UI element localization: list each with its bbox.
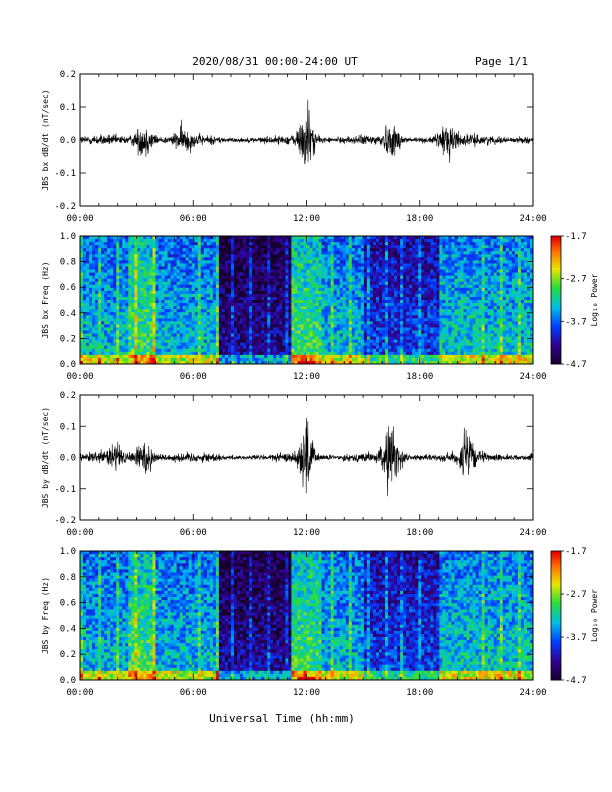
x-tick-label: 12:00 <box>293 528 320 538</box>
x-axis-label: Universal Time (hh:mm) <box>209 712 355 725</box>
x-tick-label: 06:00 <box>180 214 207 224</box>
colorbar-tick-label: -3.7 <box>565 633 587 643</box>
y-tick-label: 0.8 <box>60 258 76 268</box>
y-axis-label: JBS bx Freq (Hz) <box>41 261 50 338</box>
colorbar-tick-label: -3.7 <box>565 317 587 327</box>
colorbar-tick-label: -4.7 <box>565 676 587 686</box>
x-tick-label: 00:00 <box>66 372 93 382</box>
panels: 00:00 06:00 12:00 18:00 24:00 0.2 0.1 0.0 -0.1 -0… <box>41 70 599 698</box>
x-tick-label: 18:00 <box>406 372 433 382</box>
x-tick-label: 00:00 <box>66 528 93 538</box>
y-axis-label: JBS bx dB/dt (nT/sec) <box>41 89 50 190</box>
colorbar-tick-label: -1.7 <box>565 232 587 242</box>
x-tick-label: 00:00 <box>66 688 93 698</box>
colorbar: -1.7 -2.7 -3.7 -4.7 Log₁₀ Power <box>550 547 599 686</box>
colorbar-label: Log₁₀ Power <box>590 589 599 642</box>
x-tick-label: 12:00 <box>293 688 320 698</box>
y-tick-label: 0.8 <box>60 573 76 583</box>
by-waveform-trace <box>80 417 533 497</box>
bx-waveform-trace <box>80 99 533 165</box>
y-tick-label: -0.1 <box>54 485 76 495</box>
page-number: Page 1/1 <box>475 55 528 68</box>
x-tick-label: 18:00 <box>406 214 433 224</box>
colorbar-label: Log₁₀ Power <box>590 273 599 326</box>
y-tick-label: 0.4 <box>60 624 76 634</box>
y-tick-label: 0.1 <box>60 103 76 113</box>
page-title: 2020/08/31 00:00-24:00 UT <box>192 55 358 68</box>
y-axis-label: JBS by Freq (Hz) <box>41 577 50 654</box>
colorbar-tick-label: -2.7 <box>565 590 587 600</box>
y-tick-label: -0.1 <box>54 169 76 179</box>
y-tick-label: 0.2 <box>60 391 76 401</box>
x-tick-label: 12:00 <box>293 214 320 224</box>
bx-waveform-panel: 00:00 06:00 12:00 18:00 24:00 0.2 0.1 0.0 -0.1 -0… <box>41 70 547 224</box>
y-tick-label: 0.6 <box>60 599 76 609</box>
y-tick-label: 0.1 <box>60 422 76 432</box>
y-tick-label: -0.2 <box>54 202 76 212</box>
y-tick-label: 1.0 <box>60 547 76 557</box>
colorbar-tick-label: -4.7 <box>565 360 587 370</box>
x-tick-label: 18:00 <box>406 688 433 698</box>
x-tick-label: 12:00 <box>293 372 320 382</box>
x-tick-label: 06:00 <box>180 688 207 698</box>
bx-spectrogram-image <box>80 236 534 365</box>
x-tick-label: 06:00 <box>180 528 207 538</box>
colorbar-tick-label: -2.7 <box>565 275 587 285</box>
x-tick-label: 06:00 <box>180 372 207 382</box>
by-spectrogram-image <box>80 551 534 681</box>
x-tick-label: 24:00 <box>519 528 546 538</box>
y-tick-label: 0.0 <box>60 136 76 146</box>
by-spectrogram-panel: 00:00 06:00 12:00 18:00 24:00 1.0 0.8 0.6 0.4 0.2… <box>41 547 599 698</box>
y-tick-label: 0.0 <box>60 454 76 464</box>
y-tick-label: 0.0 <box>60 360 76 370</box>
y-tick-label: 0.2 <box>60 70 76 80</box>
x-tick-label: 24:00 <box>519 372 546 382</box>
y-tick-label: 0.0 <box>60 676 76 686</box>
colorbar-tick-label: -1.7 <box>565 547 587 557</box>
x-tick-label: 00:00 <box>66 214 93 224</box>
y-tick-label: 1.0 <box>60 232 76 242</box>
colorbar: -1.7 -2.7 -3.7 -4.7 Log₁₀ Power <box>550 232 599 370</box>
y-tick-label: 0.2 <box>60 334 76 344</box>
by-waveform-panel: 00:00 06:00 12:00 18:00 24:00 0.2 0.1 0.0 -0.1 -0… <box>41 391 547 538</box>
y-tick-label: 0.2 <box>60 650 76 660</box>
y-axis-label: JBS by dB/dt (nT/sec) <box>41 407 50 508</box>
bx-spectrogram-panel: 00:00 06:00 12:00 18:00 24:00 1.0 0.8 0.6 0.4 0.2… <box>41 232 599 382</box>
y-tick-label: 0.4 <box>60 309 76 319</box>
y-tick-label: 0.6 <box>60 283 76 293</box>
x-tick-label: 24:00 <box>519 214 546 224</box>
x-tick-label: 24:00 <box>519 688 546 698</box>
x-tick-label: 18:00 <box>406 528 433 538</box>
y-tick-label: -0.2 <box>54 516 76 526</box>
